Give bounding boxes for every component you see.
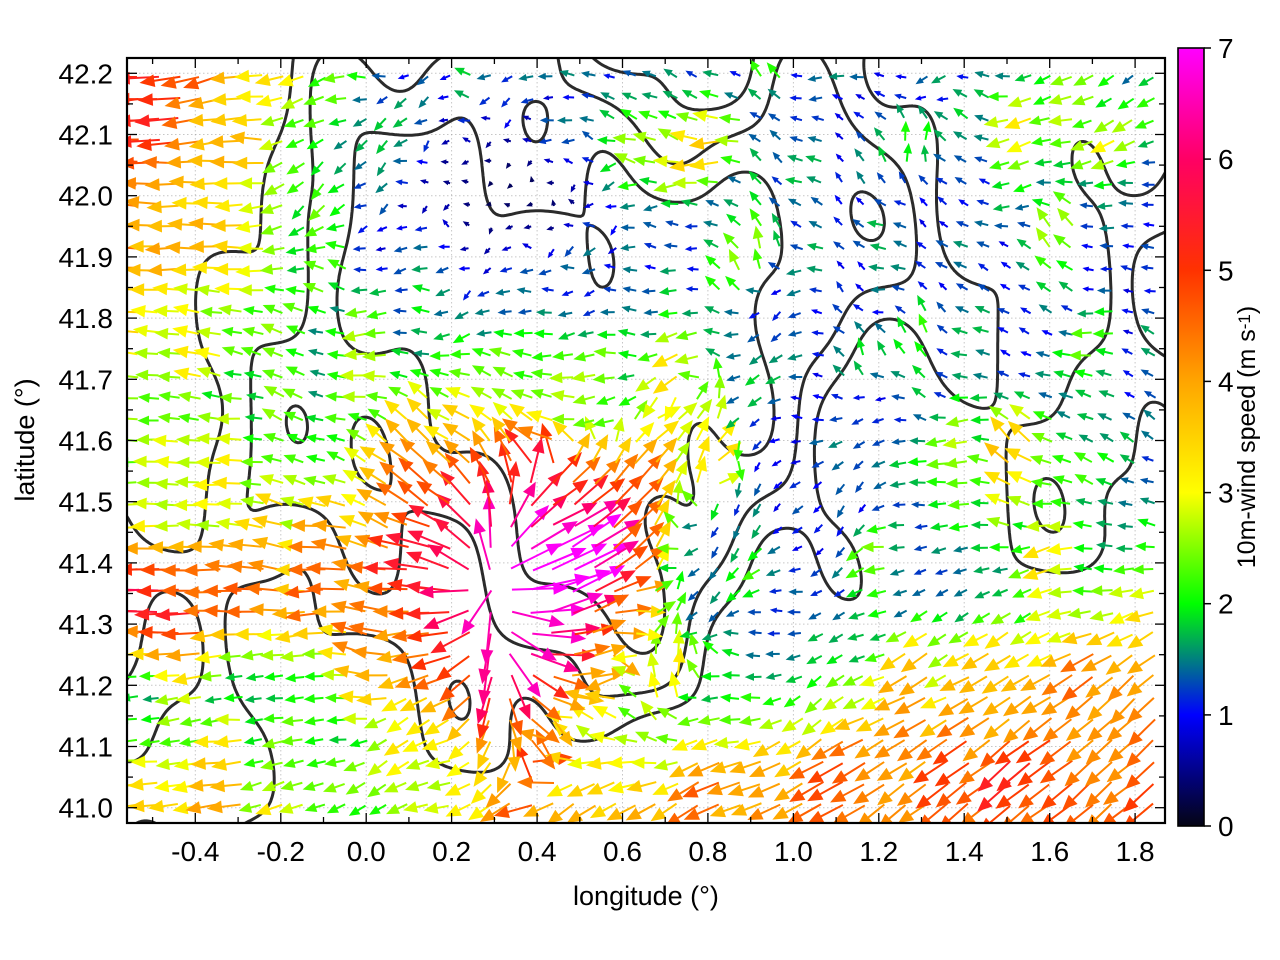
svg-text:42.2: 42.2	[59, 58, 114, 89]
svg-text:2: 2	[1218, 589, 1234, 620]
svg-text:41.6: 41.6	[59, 426, 114, 457]
svg-text:latitude (°): latitude (°)	[10, 378, 40, 501]
svg-text:10m-wind speed (m s-1): 10m-wind speed (m s-1)	[1233, 306, 1261, 568]
svg-text:0.4: 0.4	[518, 836, 557, 867]
svg-text:7: 7	[1218, 33, 1234, 64]
svg-text:0.8: 0.8	[688, 836, 727, 867]
svg-text:0.6: 0.6	[603, 836, 642, 867]
svg-text:41.0: 41.0	[59, 793, 114, 824]
svg-text:41.8: 41.8	[59, 303, 114, 334]
svg-text:41.9: 41.9	[59, 242, 114, 273]
svg-text:1.2: 1.2	[859, 836, 898, 867]
svg-text:-0.2: -0.2	[257, 836, 305, 867]
svg-text:41.7: 41.7	[59, 364, 114, 395]
svg-text:3: 3	[1218, 478, 1234, 509]
svg-text:41.4: 41.4	[59, 548, 114, 579]
svg-text:1.6: 1.6	[1030, 836, 1069, 867]
svg-text:1.0: 1.0	[774, 836, 813, 867]
svg-text:-0.4: -0.4	[171, 836, 219, 867]
svg-text:41.5: 41.5	[59, 487, 114, 518]
svg-text:41.3: 41.3	[59, 609, 114, 640]
svg-text:4: 4	[1218, 366, 1234, 397]
svg-text:0.0: 0.0	[347, 836, 386, 867]
svg-text:42.1: 42.1	[59, 120, 114, 151]
svg-text:0.2: 0.2	[432, 836, 471, 867]
svg-text:5: 5	[1218, 255, 1234, 286]
svg-text:6: 6	[1218, 144, 1234, 175]
svg-text:1: 1	[1218, 700, 1234, 731]
svg-text:longitude (°): longitude (°)	[573, 881, 719, 911]
svg-text:1.8: 1.8	[1116, 836, 1155, 867]
svg-text:0: 0	[1218, 811, 1234, 842]
svg-text:1.4: 1.4	[945, 836, 984, 867]
svg-text:41.1: 41.1	[59, 732, 114, 763]
svg-text:41.2: 41.2	[59, 670, 114, 701]
svg-text:42.0: 42.0	[59, 181, 114, 212]
